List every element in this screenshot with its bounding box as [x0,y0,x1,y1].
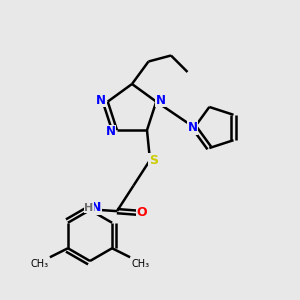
Text: CH₃: CH₃ [132,259,150,269]
Text: N: N [96,94,106,106]
Text: N: N [105,125,116,138]
Text: N: N [188,121,198,134]
Text: H: H [85,202,94,212]
Text: N: N [91,201,101,214]
Text: N: N [156,94,166,106]
Text: S: S [149,154,158,166]
Text: O: O [136,206,147,219]
Text: CH₃: CH₃ [30,259,48,269]
